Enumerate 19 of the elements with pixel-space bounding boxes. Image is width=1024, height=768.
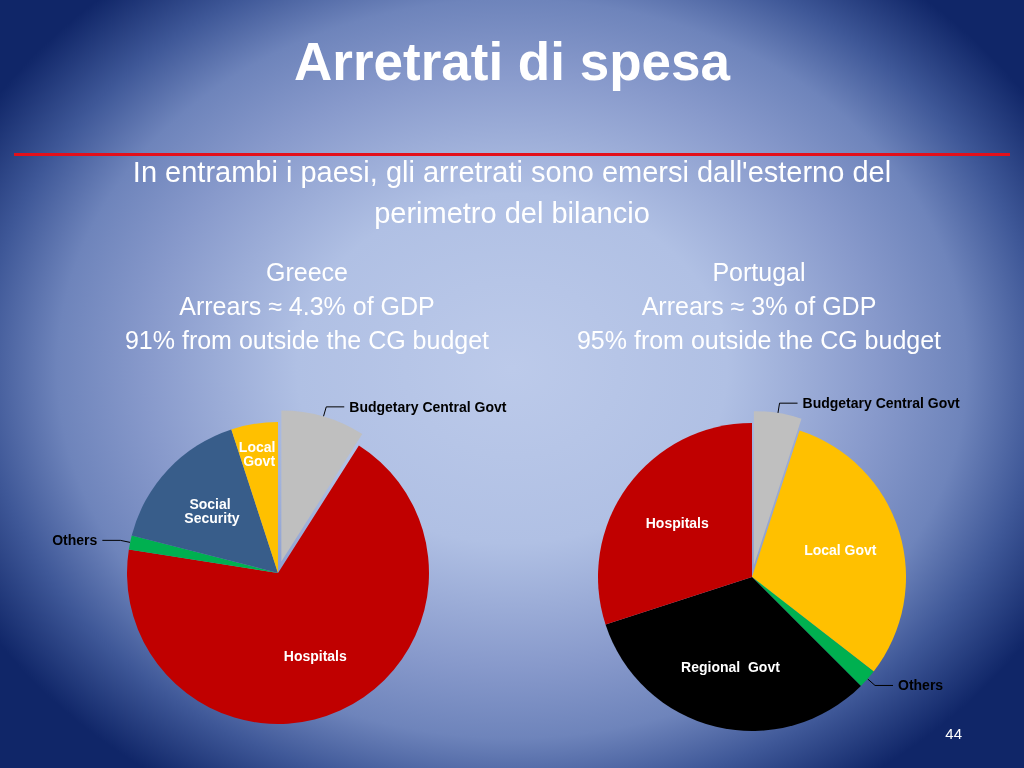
slice-label: Budgetary Central Govt — [802, 395, 961, 412]
text: 91% from outside the CG budget — [124, 325, 490, 354]
slice-label: Regional Govt — [681, 658, 781, 675]
chart-subtitle: Arrears ≈ 3% of GDP — [641, 291, 877, 320]
slice-label: Others — [898, 677, 944, 694]
slice-label: Budgetary Central Govt — [349, 398, 507, 415]
text: In entrambi i paesi, gli arretrati sono emersi dall'esterno del perimetro del bilancio — [131, 155, 893, 231]
slice-label: Social Security — [184, 495, 240, 526]
text: 95% from outside the CG budget — [576, 325, 942, 354]
slice-label: Hospitals — [645, 514, 709, 531]
slice-label: Others — [52, 532, 98, 549]
text: Arretrati di spesa — [293, 31, 732, 93]
chart-subtitle: Arrears ≈ 4.3% of GDP — [179, 291, 435, 320]
slice-label: Local Govt — [804, 541, 877, 558]
text: 44 — [945, 725, 962, 742]
chart-title: Greece — [266, 257, 348, 286]
slice-label: Hospitals — [283, 647, 347, 664]
slice-label: Local Govt — [238, 438, 280, 469]
chart-title: Portugal — [712, 257, 806, 286]
